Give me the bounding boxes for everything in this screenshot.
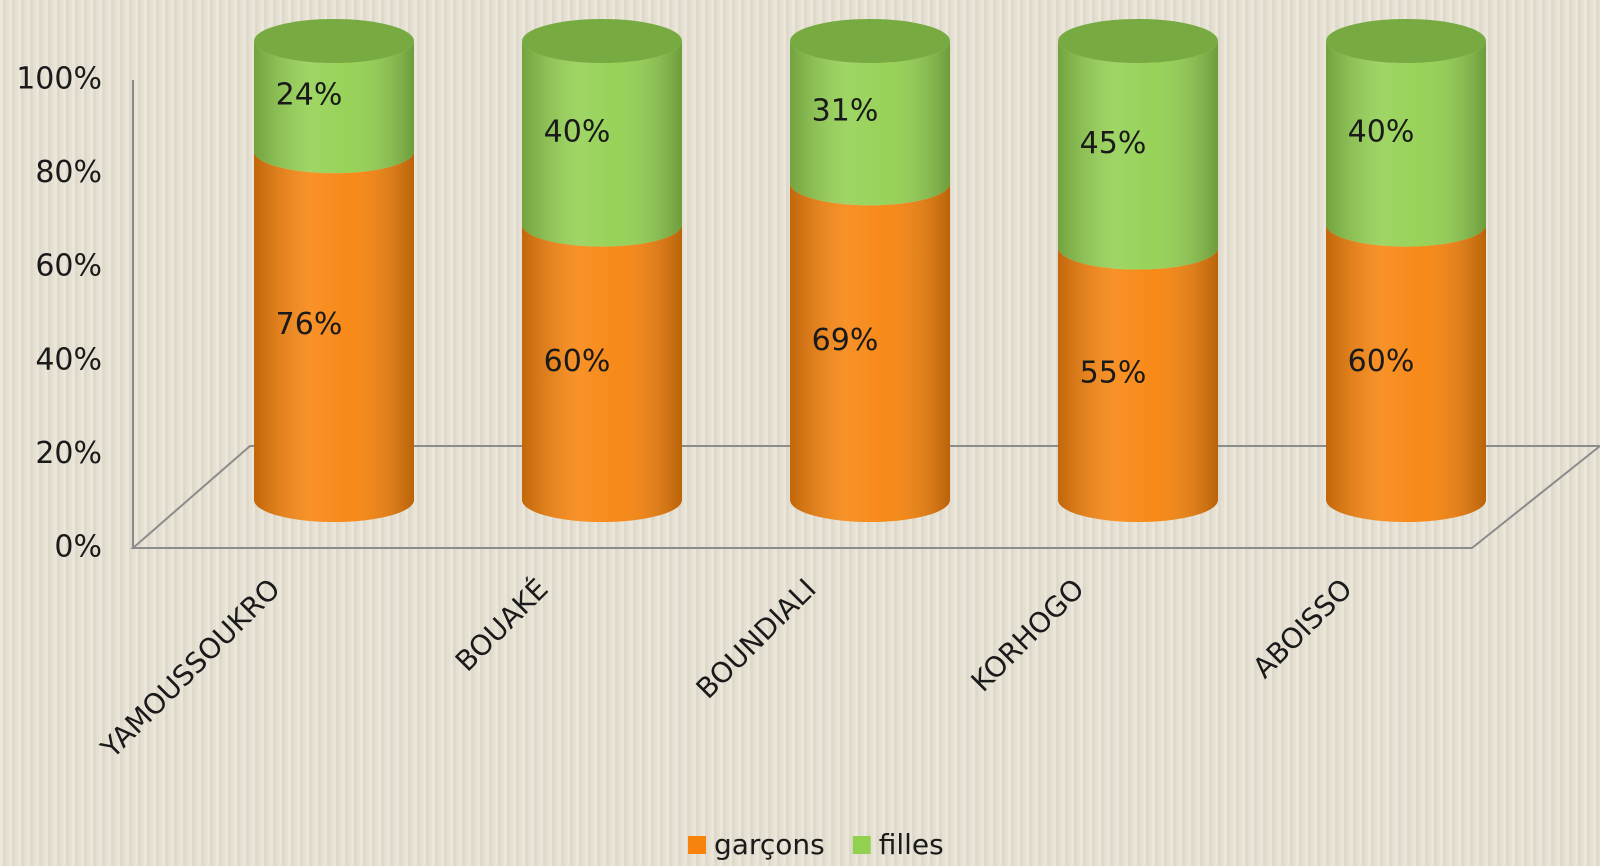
- data-label: 60%: [1348, 344, 1415, 379]
- cylinder-shade: [790, 41, 950, 206]
- y-tick-label: 0%: [54, 530, 102, 565]
- x-tick-label: BOUNDIALI: [690, 572, 823, 705]
- floor: [130, 445, 1600, 549]
- cylinder-shade: [790, 183, 950, 523]
- data-label: 69%: [812, 323, 879, 358]
- cylinder-cap-shade: [1326, 19, 1486, 63]
- data-label: 31%: [812, 94, 879, 129]
- cylinder-shade: [522, 224, 682, 522]
- cylinder-cap: [790, 19, 950, 63]
- data-label: 40%: [1348, 114, 1415, 149]
- cylinder-cap: [1326, 19, 1486, 63]
- cylinder-cap-shade: [254, 19, 414, 63]
- x-tick-label: BOUAKÉ: [448, 572, 554, 678]
- cylinder-shade: [1326, 224, 1486, 522]
- y-tick-label: 20%: [35, 436, 102, 471]
- x-tick-label: KORHOGO: [965, 572, 1091, 698]
- x-tick-label: ABOISSO: [1246, 572, 1358, 684]
- data-label: 60%: [544, 344, 611, 379]
- cylinder-shade: [254, 151, 414, 522]
- cylinder-shade: [254, 41, 414, 174]
- data-label: 24%: [276, 78, 343, 113]
- y-tick-label: 80%: [35, 155, 102, 190]
- cylinder-shade: [1058, 247, 1218, 523]
- y-tick-label: 100%: [16, 62, 102, 97]
- cylinder-shade: [522, 41, 682, 247]
- data-label: 40%: [544, 114, 611, 149]
- y-tick-label: 40%: [35, 342, 102, 377]
- legend-label: garçons: [714, 828, 825, 861]
- legend-label: filles: [879, 828, 944, 861]
- y-tick-label: 60%: [35, 249, 102, 284]
- cylinder-cap-shade: [522, 19, 682, 63]
- data-label: 45%: [1080, 126, 1147, 161]
- cylinder-cap: [254, 19, 414, 63]
- legend-swatch: [852, 836, 871, 854]
- data-label: 55%: [1080, 355, 1147, 390]
- data-label: 76%: [276, 307, 343, 342]
- cylinder-cap: [522, 19, 682, 63]
- cylinder-shade: [1326, 41, 1486, 247]
- cylinder-cap-shade: [1058, 19, 1218, 63]
- cylinder-cap-shade: [790, 19, 950, 63]
- cylinder-cap: [1058, 19, 1218, 63]
- legend-swatch: [688, 836, 706, 854]
- x-tick-label: YAMOUSSOUKRO: [94, 572, 287, 765]
- cylinder-shade: [1058, 41, 1218, 270]
